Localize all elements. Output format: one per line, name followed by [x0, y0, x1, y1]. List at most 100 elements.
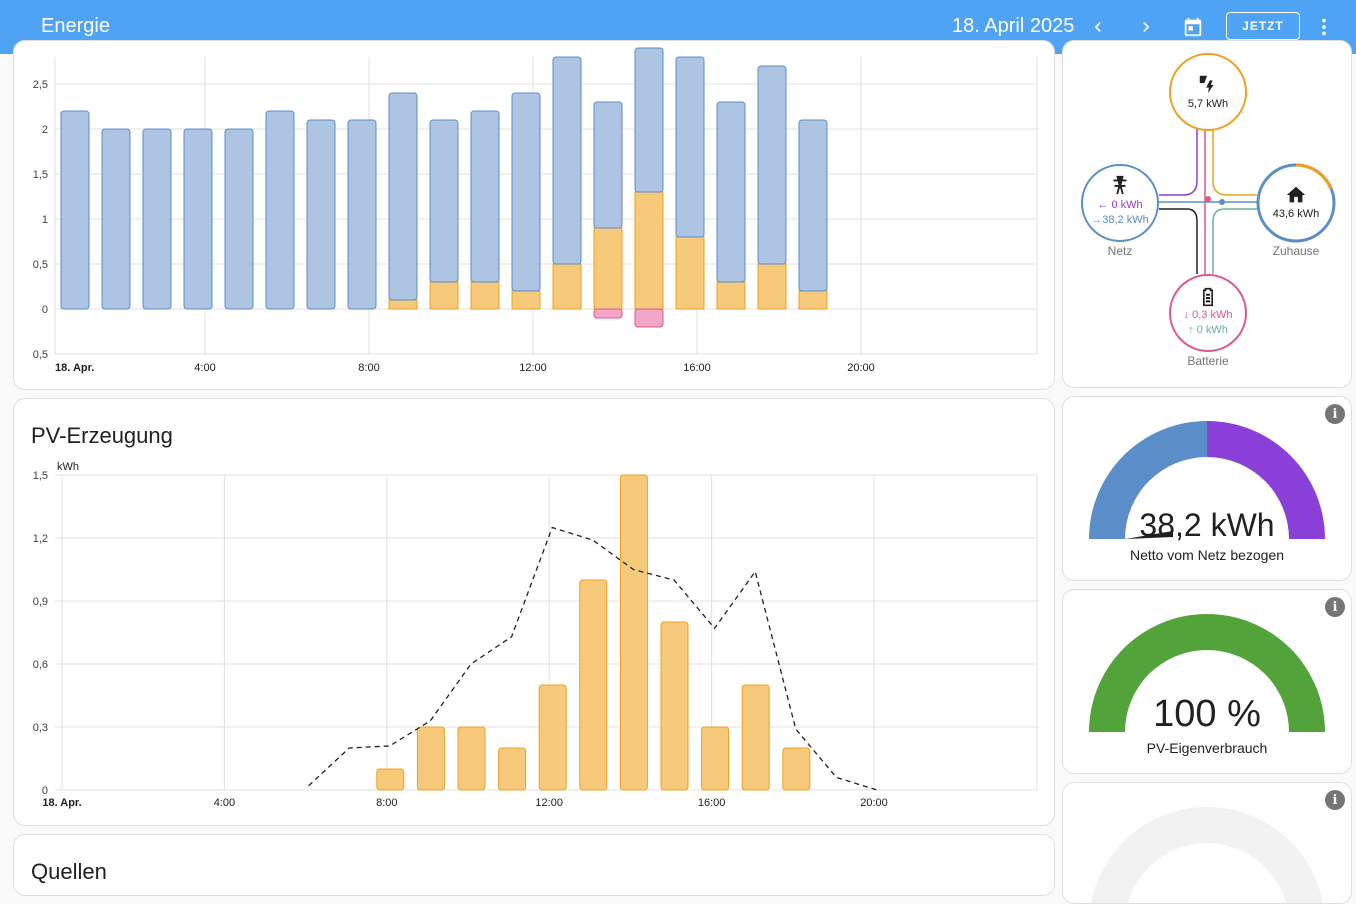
battery-out-value: 0,3 kWh [1192, 309, 1233, 321]
date-label: 18. April 2025 [952, 15, 1075, 37]
solar-bar [675, 236, 705, 310]
grid-net-gauge [1089, 421, 1325, 539]
x-tick-label: 20:00 [847, 362, 875, 374]
now-button[interactable]: JETZT [1226, 12, 1300, 40]
info-icon[interactable]: i [1325, 790, 1345, 810]
solar-bar [511, 290, 541, 310]
solar-bar [757, 263, 787, 310]
page-title: Energie [41, 15, 110, 37]
grid-bar [388, 92, 418, 301]
home-icon [1286, 186, 1306, 203]
grid-net-gauge-card: i 38,2 kWh Netto vom Netz bezogen [1062, 396, 1352, 581]
pv-bar [782, 747, 811, 791]
grid-bar [224, 128, 254, 310]
battery-charge-value: ↑ 0 kWh [1170, 324, 1246, 336]
battery-label: Batterie [1187, 354, 1229, 368]
battery-icon [1203, 287, 1213, 307]
grid-bar [347, 119, 377, 310]
y-tick-label: 0,3 [33, 722, 48, 734]
battery-discharge-value: ↓ 0,3 kWh [1170, 309, 1246, 321]
home-value: 43,6 kWh [1272, 208, 1320, 220]
battery-bar [593, 308, 623, 319]
info-icon[interactable]: i [1325, 404, 1345, 424]
calendar-button[interactable] [1179, 13, 1207, 41]
grid-bar [306, 119, 336, 310]
y-tick-label: 0,6 [33, 659, 48, 671]
x-tick-label: 12:00 [519, 362, 547, 374]
energy-flow-card: 5,7 kWh ← 0 kWh →38,2 kWh Netz 43,6 kWh … [1062, 40, 1352, 388]
arrow-down-icon: ↓ [1183, 309, 1193, 321]
pv-bar [701, 726, 730, 791]
info-icon[interactable]: i [1325, 597, 1345, 617]
solar-bar [552, 263, 582, 310]
grid-out-value: 38,2 kWh [1102, 214, 1149, 226]
gauge-card: i [1062, 782, 1352, 904]
pv-bar [376, 768, 405, 791]
pv-bar [660, 621, 689, 791]
x-tick-label: 8:00 [358, 362, 379, 374]
y-tick-label: 1,5 [33, 470, 48, 482]
chevron-right-icon [1143, 22, 1150, 32]
arrow-right-icon: → [1091, 214, 1103, 226]
gauge-value: 38,2 kWh [1139, 507, 1275, 543]
solar-value: 5,7 kWh [1187, 98, 1229, 110]
grid-in-value: 0 kWh [1111, 199, 1143, 211]
dots-vertical-icon [1322, 18, 1326, 36]
overflow-menu-button[interactable] [1310, 13, 1338, 41]
solar-bar [716, 281, 746, 310]
x-tick-label: 4:00 [214, 797, 235, 809]
grid-bar [101, 128, 131, 310]
battery-bar [634, 308, 664, 328]
solar-bar [470, 281, 500, 310]
grid-consumption-value: →38,2 kWh [1082, 214, 1158, 226]
card-title: Quellen [31, 859, 107, 884]
gauge-placeholder [1091, 807, 1323, 903]
grid-bar [429, 119, 459, 283]
y-axis-unit: kWh [57, 461, 79, 473]
pv-bar [741, 684, 770, 791]
grid-bar [675, 56, 705, 238]
pv-self-consumption-gauge [1089, 614, 1325, 732]
grid-bar [757, 65, 787, 265]
forecast-line [308, 526, 878, 791]
arrow-left-icon: ← [1097, 199, 1112, 211]
solar-bar [388, 299, 418, 310]
x-tick-label: 12:00 [535, 797, 563, 809]
transmission-tower-icon [1113, 175, 1127, 195]
pv-bar [498, 747, 527, 791]
y-tick-label: 1 [42, 214, 48, 226]
grid-bar [142, 128, 172, 310]
arrow-up-icon: ↑ [1188, 324, 1197, 336]
pv-self-consumption-card: i 100 % PV-Eigenverbrauch [1062, 589, 1352, 774]
y-tick-label: 0,9 [33, 596, 48, 608]
card-title: PV-Erzeugung [31, 423, 173, 448]
x-tick-label: 4:00 [194, 362, 215, 374]
solar-bar [798, 290, 828, 310]
gauge-label: Netto vom Netz bezogen [1129, 547, 1285, 563]
x-tick-label: 18. Apr. [42, 797, 81, 809]
y-tick-label: 2 [42, 124, 48, 136]
next-day-button[interactable] [1132, 13, 1160, 41]
x-tick-label: 18. Apr. [55, 362, 94, 374]
energy-flow-lines [1081, 53, 1336, 352]
previous-day-button[interactable] [1084, 13, 1112, 41]
grid-bar [183, 128, 213, 310]
sources-card: Quellen [13, 834, 1055, 896]
y-tick-label: 1,2 [33, 533, 48, 545]
pv-bar [457, 726, 486, 791]
grid-bar [716, 101, 746, 283]
gauge-value: 100 % [1153, 693, 1261, 735]
pv-production-chart: kWh 1,5 1,2 0,9 0,6 0,3 018. Apr. 4:00 8:00 12:00… [33, 461, 1038, 809]
energy-usage-card: 2,5 2 1,5 1 0,5 0 0,5 18. Apr. 4:00 8:00 12:00 16:0… [13, 40, 1055, 390]
grid-bar [470, 110, 500, 283]
grid-bar [593, 101, 623, 229]
pv-bar [416, 726, 445, 791]
solar-power-icon [1199, 75, 1214, 94]
x-tick-label: 8:00 [376, 797, 397, 809]
y-tick-label: 2,5 [33, 79, 48, 91]
grid-bar [798, 119, 828, 292]
chevron-left-icon [1094, 22, 1101, 32]
grid-bar [265, 110, 295, 310]
solar-bar [634, 191, 664, 310]
x-tick-label: 16:00 [683, 362, 711, 374]
